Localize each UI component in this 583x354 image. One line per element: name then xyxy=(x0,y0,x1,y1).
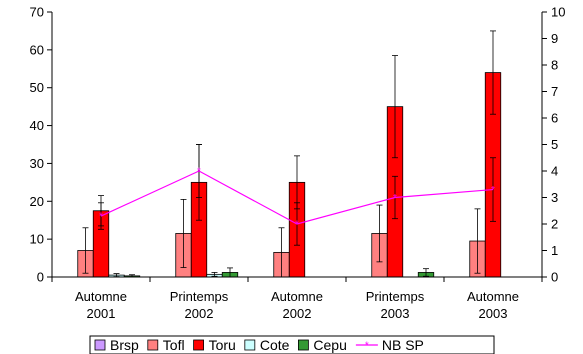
legend-label-tofl: Tofl xyxy=(163,337,185,353)
x-tick-label: 2003 xyxy=(381,306,410,321)
y-left-tick-label: 40 xyxy=(30,118,44,133)
legend-box xyxy=(89,335,495,354)
x-tick-label: Printemps xyxy=(366,289,425,304)
y-left-tick-label: 60 xyxy=(30,42,44,57)
legend-label-toru: Toru xyxy=(209,337,236,353)
y-right-tick-label: 6 xyxy=(551,111,558,126)
y-left-tick-label: 20 xyxy=(30,194,44,209)
legend-label-brsp: Brsp xyxy=(110,337,139,353)
y-right-tick-label: 3 xyxy=(551,190,558,205)
y-axis-left: 0 10 20 30 40 50 60 70 xyxy=(30,5,53,285)
x-tick-label: Automne xyxy=(271,289,323,304)
y-right-tick-label: 1 xyxy=(551,243,558,258)
line-point-marker: * xyxy=(295,220,299,231)
x-tick-label: Automne xyxy=(467,289,519,304)
x-tick-label: Printemps xyxy=(170,289,229,304)
line-point-marker: * xyxy=(197,167,201,178)
y-right-tick-label: 0 xyxy=(551,270,558,285)
y-left-tick-label: 30 xyxy=(30,156,44,171)
legend-swatch-cepu xyxy=(298,339,309,351)
y-right-tick-label: 2 xyxy=(551,217,558,232)
x-tick-label: 2002 xyxy=(283,306,312,321)
error-bars xyxy=(82,30,496,278)
y-left-tick-label: 70 xyxy=(30,5,44,20)
y-left-tick-label: 0 xyxy=(37,270,44,285)
line-nb-sp xyxy=(100,170,494,225)
x-tick-label: 2002 xyxy=(185,306,214,321)
y-right-tick-label: 9 xyxy=(551,31,558,46)
bars xyxy=(77,72,502,278)
x-tick-label: 2001 xyxy=(87,306,116,321)
y-right-tick-label: 7 xyxy=(551,84,558,99)
legend-swatch-tofl xyxy=(147,339,159,351)
legend-label-cepu: Cepu xyxy=(313,337,346,353)
legend-swatch-brsp xyxy=(94,339,106,351)
x-tick-label: Automne xyxy=(75,289,127,304)
line-point-marker: * xyxy=(491,185,495,196)
legend-swatch-cote xyxy=(244,339,256,351)
legend-marker: * xyxy=(365,341,369,352)
legend-label-cote: Cote xyxy=(260,337,290,353)
x-axis: Automne 2001 Printemps 2002 Automne 2002 Print… xyxy=(51,276,543,321)
y-right-tick-label: 8 xyxy=(551,58,558,73)
y-right-tick-label: 5 xyxy=(551,137,558,152)
nb-sp-line: * * * * * xyxy=(99,167,495,231)
y-left-tick-label: 10 xyxy=(30,232,44,247)
y-axis-right: 0 1 2 3 4 5 6 7 8 9 10 xyxy=(541,5,565,285)
line-point-marker: * xyxy=(393,193,397,204)
x-tick-label: 2003 xyxy=(479,306,508,321)
y-right-tick-label: 10 xyxy=(551,5,565,20)
y-left-tick-label: 50 xyxy=(30,80,44,95)
legend: Brsp Tofl Toru Cote Cepu * NB SP xyxy=(89,335,495,354)
line-point-marker: * xyxy=(99,212,103,223)
legend-swatch-toru xyxy=(193,339,204,351)
legend-label-nb-sp: NB SP xyxy=(382,337,424,353)
y-right-tick-label: 4 xyxy=(551,164,558,179)
